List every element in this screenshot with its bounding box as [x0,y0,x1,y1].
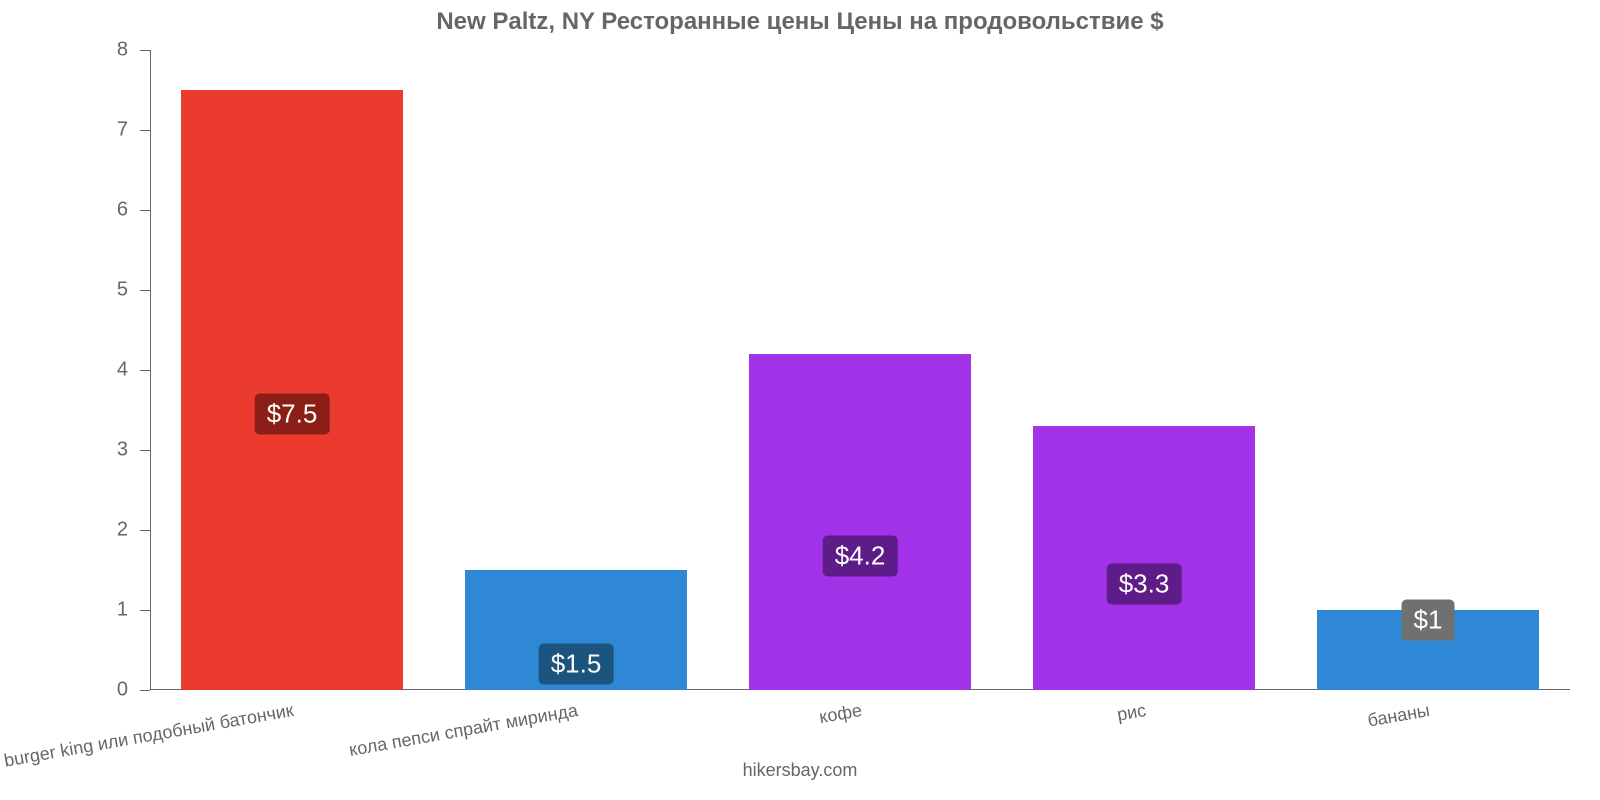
plot-area: 012345678 $7.5$1.5$4.2$3.3$1 [150,50,1570,690]
price-bar-chart: New Paltz, NY Ресторанные цены Цены на п… [0,0,1600,800]
y-tick-label: 4 [117,359,138,382]
y-tick-label: 5 [117,279,138,302]
y-tick-label: 1 [117,599,138,622]
x-tick-label: кофе [818,700,864,728]
y-tick [140,690,150,691]
y-tick-label: 0 [117,679,138,702]
bar [1033,426,1255,690]
y-tick [140,530,150,531]
bar [181,90,403,690]
bar-value-label: $4.2 [823,535,898,576]
chart-title: New Paltz, NY Ресторанные цены Цены на п… [0,0,1600,36]
x-tick-label: бананы [1366,700,1431,732]
bars-group: $7.5 $1.5 $4.2 $3.3 $1 [150,50,1570,690]
y-tick [140,370,150,371]
credit-text: hikersbay.com [0,760,1600,781]
bar-value-label: $1 [1402,599,1455,640]
y-tick-label: 8 [117,39,138,62]
y-tick-label: 2 [117,519,138,542]
y-tick-label: 6 [117,199,138,222]
y-tick [140,290,150,291]
bar-value-label: $7.5 [255,394,330,435]
bar-value-label: $1.5 [539,643,614,684]
y-tick [140,610,150,611]
x-tick-label: кола пепси спрайт миринда [348,700,580,761]
bar-value-label: $3.3 [1107,564,1182,605]
bar [749,354,971,690]
y-tick [140,130,150,131]
y-tick [140,50,150,51]
y-tick-label: 3 [117,439,138,462]
y-tick [140,210,150,211]
y-tick-label: 7 [117,119,138,142]
x-tick-label: рис [1115,700,1147,726]
y-tick [140,450,150,451]
